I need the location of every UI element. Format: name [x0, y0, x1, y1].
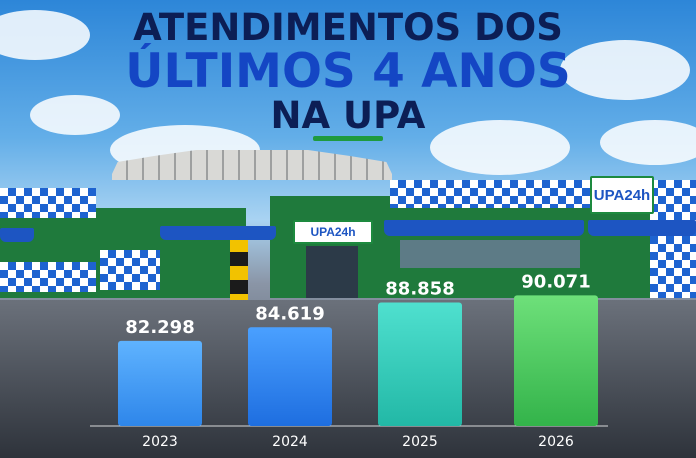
left-awning	[0, 228, 34, 242]
bar-2026	[514, 295, 598, 426]
front-sign: UPA24h	[293, 220, 373, 244]
right-tiled-wall	[390, 180, 590, 208]
entrance-door	[306, 246, 358, 298]
bar-2023	[118, 340, 202, 426]
bar-value-label: 88.858	[385, 279, 454, 300]
title-underline	[313, 136, 383, 141]
far-right-awning	[588, 220, 696, 236]
cloud	[0, 10, 90, 60]
center-left-tiles	[100, 250, 160, 290]
upa-building-scene: UPA24h UPA24h	[0, 150, 696, 458]
window-row	[400, 240, 580, 268]
bar-value-label: 82.298	[125, 317, 194, 338]
cloud	[30, 95, 120, 135]
cloud	[430, 120, 570, 175]
far-right-tiles	[650, 180, 696, 298]
side-sign: UPA24h	[590, 176, 654, 214]
left-tiled-wall	[0, 188, 96, 218]
x-tick-label: 2025	[402, 434, 438, 450]
bar-2024	[248, 327, 332, 426]
right-awning	[384, 220, 584, 236]
headline-line-2: ÚLTIMOS 4 ANOS	[125, 44, 571, 99]
x-tick-label: 2024	[272, 434, 308, 450]
bar-value-label: 90.071	[521, 271, 590, 292]
cloud	[560, 40, 690, 100]
x-tick-label: 2023	[142, 434, 178, 450]
headline-line-1: ATENDIMENTOS DOS	[133, 6, 563, 49]
bar-value-label: 84.619	[255, 303, 324, 324]
center-awning	[160, 226, 276, 240]
left-lower-tiles	[0, 262, 96, 292]
bar-2025	[378, 302, 462, 426]
headline-line-3: NA UPA	[270, 94, 426, 137]
x-tick-label: 2026	[538, 434, 574, 450]
cloud	[600, 120, 696, 165]
